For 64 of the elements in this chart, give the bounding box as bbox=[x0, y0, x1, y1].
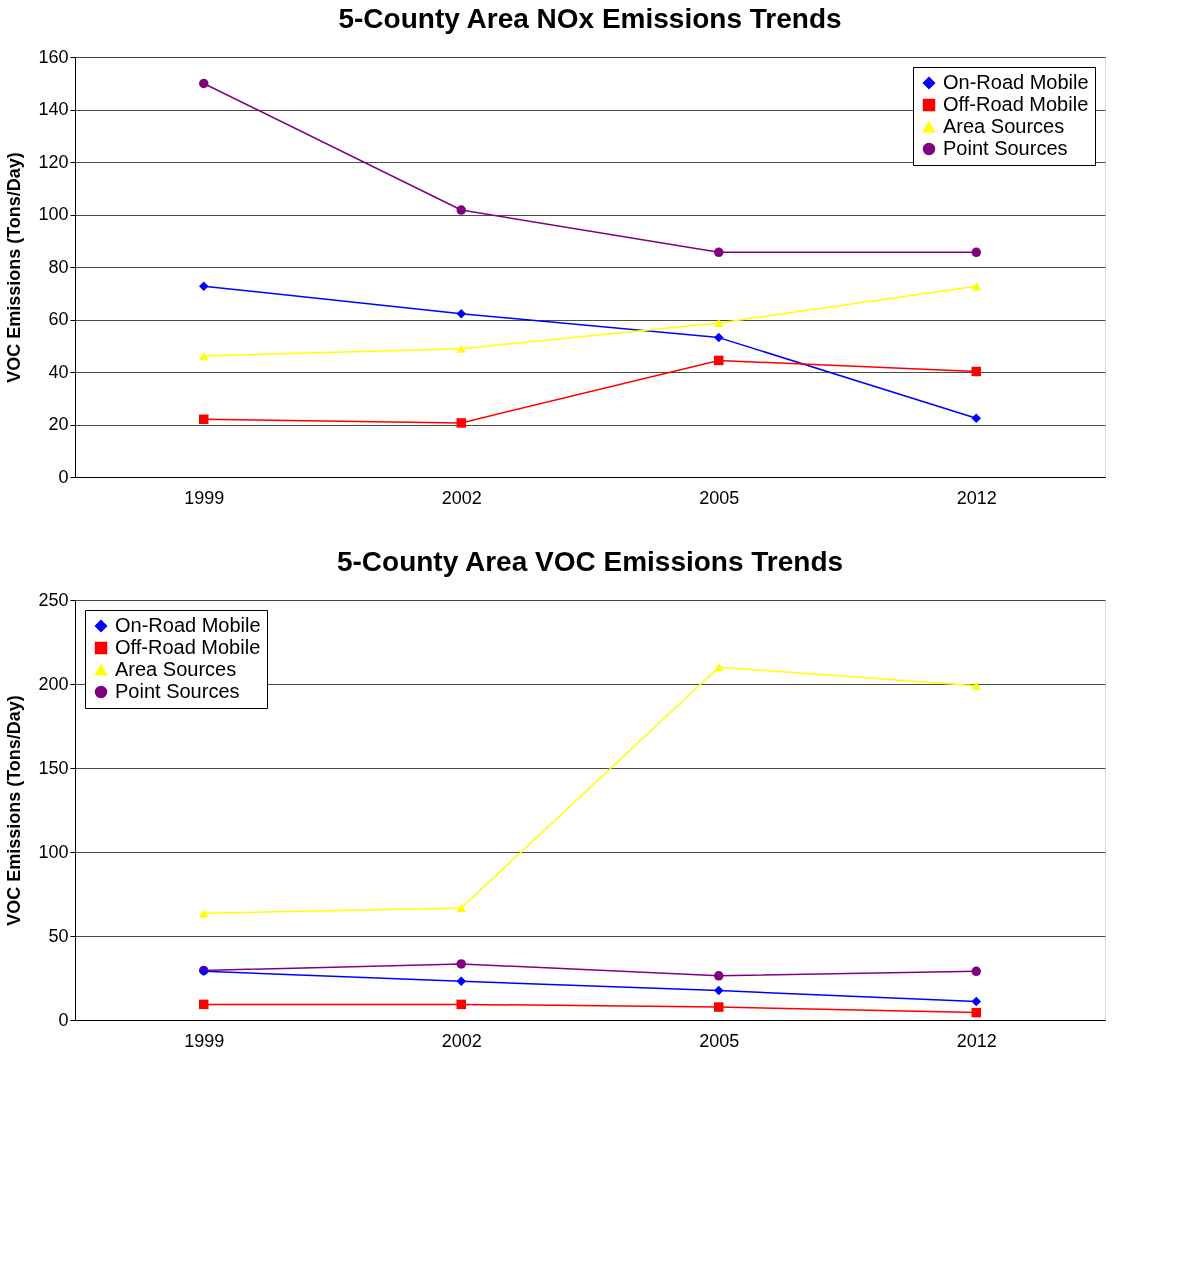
point bbox=[714, 332, 724, 343]
point bbox=[971, 996, 981, 1007]
y-tick-label: 100 bbox=[38, 841, 69, 862]
legend-label: On-Road Mobile bbox=[943, 71, 1089, 93]
point bbox=[714, 663, 724, 672]
legend-label: Area Sources bbox=[943, 115, 1065, 137]
y-tick-label: 120 bbox=[38, 151, 69, 172]
y-tick-label: 100 bbox=[38, 204, 69, 224]
point bbox=[971, 413, 981, 423]
point bbox=[971, 681, 981, 690]
x-tick-label: 2005 bbox=[699, 1030, 740, 1051]
x-tick-label: 2012 bbox=[956, 1030, 997, 1051]
y-tick-label: 50 bbox=[48, 925, 69, 946]
point bbox=[199, 414, 209, 424]
x-tick-label: 1999 bbox=[184, 487, 225, 508]
point bbox=[456, 999, 466, 1010]
chart-title: 5-County Area NOx Emissions Trends bbox=[338, 3, 842, 34]
point bbox=[971, 966, 981, 977]
point bbox=[714, 985, 724, 996]
point bbox=[456, 959, 466, 969]
x-tick-label: 2002 bbox=[441, 1030, 482, 1051]
legend-label: Off-Road Mobile bbox=[943, 93, 1089, 115]
x-tick-label: 2012 bbox=[956, 487, 997, 508]
point bbox=[714, 318, 724, 328]
point bbox=[456, 903, 466, 913]
y-tick-label: 20 bbox=[48, 414, 69, 434]
point bbox=[456, 308, 466, 319]
legend-label: Area Sources bbox=[115, 658, 237, 680]
legend-label: On-Road Mobile bbox=[115, 614, 261, 636]
point bbox=[714, 355, 724, 366]
legend-label: Off-Road Mobile bbox=[115, 636, 261, 658]
point bbox=[456, 205, 466, 215]
x-tick-label: 2005 bbox=[699, 487, 740, 508]
y-axis-title: VOC Emissions (Tons/Day) bbox=[4, 152, 25, 383]
point bbox=[199, 78, 209, 89]
point bbox=[714, 247, 724, 258]
point bbox=[714, 971, 724, 981]
x-tick-label: 1999 bbox=[184, 1030, 225, 1051]
point bbox=[971, 282, 981, 291]
chart-title: 5-County Area VOC Emissions Trends bbox=[336, 546, 844, 577]
point bbox=[456, 344, 466, 353]
point bbox=[971, 247, 981, 258]
y-tick-label: 0 bbox=[58, 1009, 69, 1030]
y-tick-label: 150 bbox=[38, 757, 69, 778]
y-tick-label: 60 bbox=[48, 309, 69, 329]
point bbox=[199, 999, 209, 1010]
y-tick-label: 140 bbox=[38, 99, 69, 119]
point bbox=[714, 1002, 724, 1012]
x-tick-label: 2002 bbox=[441, 487, 482, 508]
y-axis-title: VOC Emissions (Tons/Day) bbox=[4, 695, 25, 926]
point bbox=[456, 418, 466, 428]
legend-label: Point Sources bbox=[943, 137, 1068, 159]
point bbox=[456, 976, 466, 987]
point bbox=[199, 351, 209, 361]
y-tick-label: 80 bbox=[48, 256, 69, 277]
legend-label: Point Sources bbox=[115, 680, 240, 702]
y-tick-label: 0 bbox=[58, 466, 69, 487]
y-tick-label: 160 bbox=[38, 46, 69, 67]
y-tick-label: 200 bbox=[38, 673, 69, 694]
y-tick-label: 250 bbox=[38, 589, 69, 610]
point bbox=[971, 366, 981, 377]
point bbox=[971, 1007, 981, 1018]
point bbox=[199, 281, 209, 291]
y-tick-label: 40 bbox=[48, 361, 69, 382]
